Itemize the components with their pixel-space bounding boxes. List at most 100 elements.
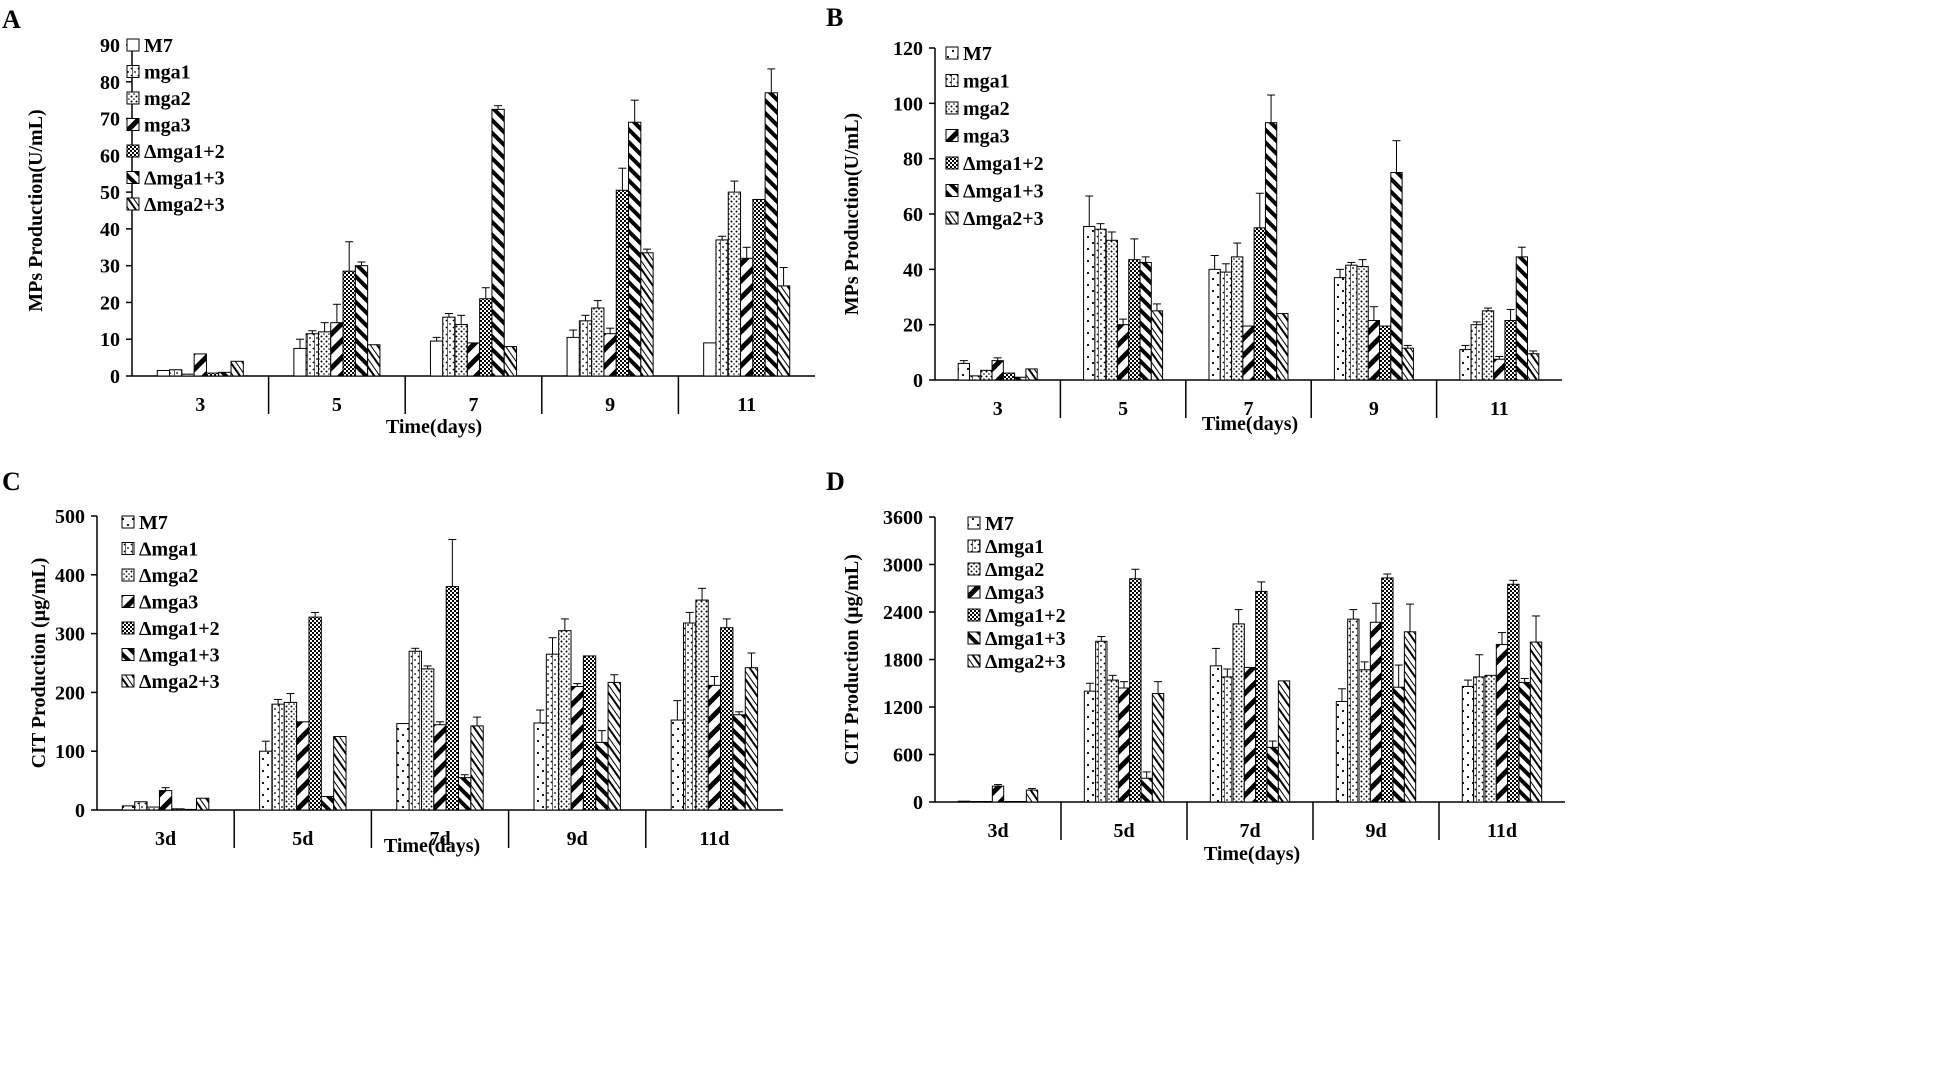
legend-label: Δmga2 — [139, 565, 198, 587]
bar — [1529, 641, 1543, 803]
bar — [980, 801, 993, 803]
bar — [1390, 172, 1403, 381]
y-tick-label: 120 — [893, 38, 923, 60]
legend-swatch — [121, 568, 135, 582]
legend-swatch — [967, 516, 981, 530]
legend-label: Δmga2+3 — [139, 671, 220, 693]
y-tick-label: 0 — [913, 792, 923, 814]
bar — [1401, 347, 1414, 381]
bar — [683, 622, 697, 811]
bar — [193, 353, 207, 377]
chart-panel-A: A 0 10 20 30 40 50 60 70 80 90 MPs Production(U/mL)… — [2, 5, 815, 438]
x-tick-label: 7 — [469, 394, 479, 416]
legend-label: Δmga1+3 — [139, 645, 220, 667]
bar — [703, 342, 717, 377]
bar — [727, 191, 742, 377]
bar — [957, 800, 971, 803]
y-tick-label: 30 — [100, 256, 120, 278]
bar — [1356, 266, 1369, 381]
chart-panel-C: C 0 100 200 300 400 500 CIT Production (µg/mL) 3… — [2, 467, 783, 857]
bar — [1095, 640, 1108, 803]
bar — [744, 667, 759, 811]
y-tick-label: 100 — [55, 741, 85, 763]
bar — [259, 750, 273, 811]
bar — [980, 369, 993, 381]
x-tick-label: 11d — [1487, 820, 1517, 842]
bar — [305, 333, 319, 377]
legend-swatch — [121, 542, 135, 555]
bar — [1392, 686, 1405, 803]
bar — [991, 360, 1004, 381]
bar — [445, 586, 460, 811]
legend-label: Δmga1+3 — [985, 628, 1066, 650]
x-tick-label: 3d — [155, 828, 176, 850]
x-axis-label: Time(days) — [384, 835, 480, 857]
bar — [1277, 680, 1291, 803]
y-tick-label: 500 — [55, 506, 85, 528]
x-axis-label: Time(days) — [1202, 413, 1298, 435]
bar — [354, 265, 369, 377]
y-tick-label: 1200 — [883, 697, 923, 719]
bar — [591, 307, 605, 377]
y-tick-label: 80 — [903, 149, 923, 171]
bar — [1232, 623, 1245, 803]
bar — [146, 806, 160, 811]
bar — [1150, 310, 1164, 381]
bar — [195, 797, 210, 811]
bar — [205, 372, 220, 377]
legend-label: mga2 — [144, 88, 191, 110]
bar — [230, 360, 244, 377]
bar — [442, 316, 456, 377]
legend-swatch — [967, 585, 981, 599]
bar — [433, 724, 447, 811]
bar — [1253, 227, 1266, 381]
legend-swatch — [967, 608, 981, 622]
legend-swatch — [126, 171, 140, 184]
bar — [1347, 618, 1360, 803]
bar — [991, 785, 1005, 803]
legend-swatch — [945, 46, 959, 60]
x-tick-label: 11 — [1490, 398, 1509, 420]
bar — [1461, 685, 1475, 803]
panel-label: A — [2, 5, 21, 34]
x-axis-label: Time(days) — [1204, 843, 1300, 865]
bar — [670, 719, 685, 811]
bar — [420, 668, 435, 811]
bar — [1094, 228, 1107, 381]
chart-panel-B: B 0 20 40 60 80 100 120 MPs Production(U/mL) 3 5 7 9… — [826, 3, 1562, 435]
bar — [1518, 681, 1531, 803]
bar — [1381, 577, 1394, 803]
legend-label: M7 — [144, 35, 173, 57]
bar — [1403, 631, 1417, 803]
bar — [158, 790, 173, 811]
bar — [740, 257, 754, 377]
bar — [466, 342, 481, 377]
bar — [1369, 621, 1383, 803]
bar — [171, 808, 185, 811]
bar — [1231, 256, 1244, 381]
bar — [603, 333, 617, 377]
x-tick-label: 9d — [567, 828, 588, 850]
legend-label: Δmga3 — [139, 592, 198, 614]
y-tick-label: 400 — [55, 565, 85, 587]
bar — [1208, 268, 1221, 381]
bar — [134, 801, 148, 811]
x-tick-label: 3d — [987, 820, 1008, 842]
bar — [169, 369, 183, 377]
bar — [558, 630, 572, 811]
bar — [1219, 271, 1233, 381]
legend-swatch — [121, 674, 135, 688]
legend-swatch — [121, 621, 135, 635]
bar — [1379, 325, 1392, 381]
legend-label: Δmga2+3 — [144, 194, 225, 216]
legend-label: M7 — [139, 512, 168, 534]
bar — [491, 108, 505, 377]
bar — [1003, 801, 1016, 803]
y-tick-label: 60 — [100, 145, 120, 167]
bar — [317, 331, 332, 377]
legend-label: Δmga1+2 — [144, 141, 225, 163]
y-tick-label: 200 — [55, 682, 85, 704]
bar — [957, 362, 970, 381]
x-tick-label: 3 — [993, 398, 1003, 420]
